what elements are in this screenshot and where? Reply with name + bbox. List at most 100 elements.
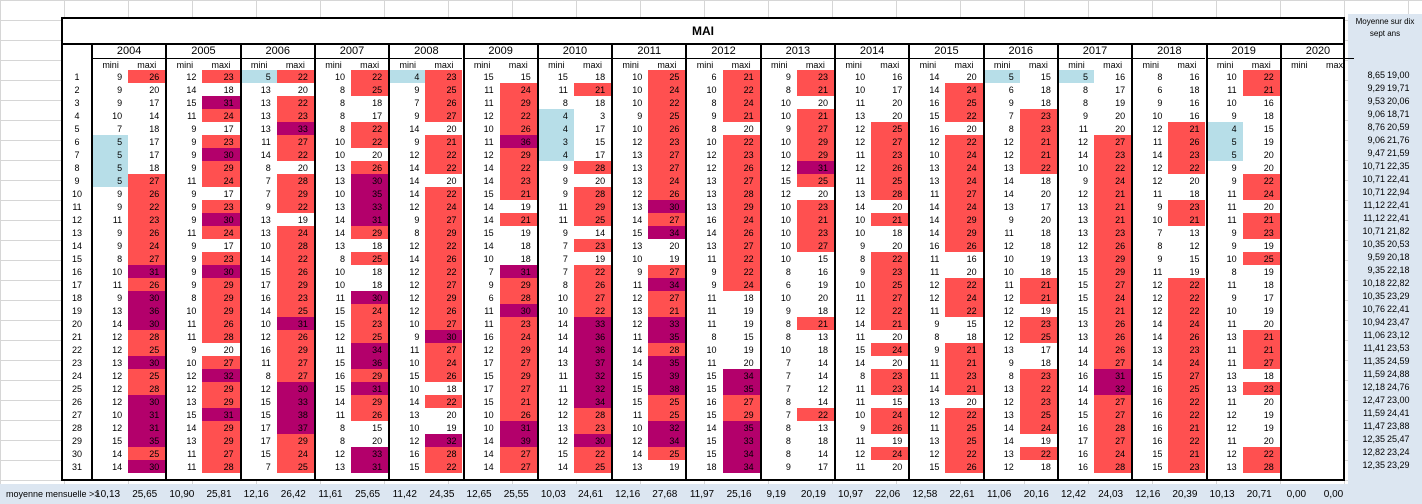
day-label: 5	[74, 123, 80, 134]
mini-cell: 8	[340, 422, 346, 433]
mini-cell: 10	[1226, 305, 1237, 316]
maxi-cell: 27	[425, 343, 463, 356]
mini-cell: 15	[1078, 409, 1089, 420]
mini-cell: 9	[191, 136, 197, 147]
maxi-cell: 21	[945, 382, 983, 395]
average-maxi-cell: 23,53	[1387, 342, 1410, 353]
maxi-cell: 18	[1189, 84, 1200, 95]
maxi-cell: 28	[1094, 460, 1132, 473]
maxi-cell: 26	[202, 317, 240, 330]
maxi-cell: 33	[276, 122, 314, 135]
mini-cell: 13	[186, 396, 197, 407]
mini-cell: 9	[711, 279, 717, 290]
maxi-cell: 21	[499, 395, 537, 408]
maxi-cell: 27	[1094, 434, 1132, 447]
maxi-cell: 26	[499, 122, 537, 135]
maxi-cell: 18	[223, 84, 234, 95]
mini-cell: 5	[984, 70, 1020, 83]
maxi-cell: 33	[276, 395, 314, 408]
mini-cell: 9	[934, 344, 940, 355]
maxi-cell: 14	[595, 227, 606, 238]
maxi-cell: 23	[796, 226, 834, 239]
mini-cell	[1282, 70, 1317, 83]
mini-cell: 12	[1003, 136, 1014, 147]
mini-cell: 14	[1152, 331, 1163, 342]
mini-cell: 15	[557, 71, 568, 82]
mini-cell: 8	[414, 227, 420, 238]
maxi-cell: 19	[1263, 422, 1274, 433]
mini-cell: 13	[632, 305, 643, 316]
maxi-cell: 24	[722, 96, 760, 109]
maxi-cell: 26	[945, 460, 983, 473]
average-maxi-cell: 22,41	[1387, 173, 1410, 184]
mini-cell: 14	[409, 396, 420, 407]
monthly-average-row: moyenne mensuelle >>	[0, 484, 1422, 504]
mini-cell: 11	[335, 344, 346, 355]
maxi-cell: 28	[573, 408, 612, 421]
maxi-cell: 27	[425, 213, 463, 226]
maxi-cell: 23	[351, 317, 389, 330]
mini-cell: 12	[632, 292, 643, 303]
maxi-cell: 16	[966, 253, 977, 264]
average-maxi-cell: 22,94	[1387, 186, 1410, 197]
mini-cell: 12	[780, 188, 791, 199]
maxi-cell: 22	[276, 252, 314, 265]
maxi-cell: 29	[276, 434, 314, 447]
mini-cell: 16	[1078, 461, 1089, 472]
maxi-cell: 31	[128, 421, 166, 434]
mini-cell: 10	[632, 253, 643, 264]
maxi-cell: 31	[1094, 369, 1132, 382]
maxi-cell: 22	[425, 161, 463, 174]
average-mini-cell: 9,06	[1367, 108, 1385, 119]
mini-cell: 15	[632, 370, 643, 381]
mini-cell: 12	[112, 344, 123, 355]
average-maxi-cell: 20,18	[1387, 251, 1410, 262]
mini-cell: 7	[785, 357, 791, 368]
maxi-header: maxi	[1028, 59, 1048, 70]
maxi-cell: 29	[796, 148, 834, 161]
mini-cell: 12	[632, 136, 643, 147]
mini-cell: 9	[191, 123, 197, 134]
maxi-cell: 22	[499, 161, 537, 174]
mini-cell: 12	[1003, 461, 1014, 472]
mini-cell: 15	[706, 409, 717, 420]
year-header: 2015	[908, 43, 983, 59]
mini-cell: 15	[483, 188, 494, 199]
mini-cell: 11	[930, 357, 940, 368]
mini-cell: 15	[632, 396, 643, 407]
mini-cell: 7	[414, 97, 420, 108]
maxi-cell: 22	[1242, 70, 1280, 83]
maxi-cell: 23	[1019, 109, 1057, 122]
maxi-cell: 22	[1242, 174, 1280, 187]
maxi-cell: 27	[499, 356, 537, 369]
mini-cell	[1282, 395, 1317, 408]
maxi-cell: 22	[425, 265, 463, 278]
maxi-cell: 25	[945, 96, 983, 109]
mini-cell: 7	[117, 123, 123, 134]
maxi-cell: 18	[1263, 110, 1274, 121]
maxi-cell: 21	[945, 356, 983, 369]
mini-cell: 13	[1003, 383, 1014, 394]
maxi-header: maxi	[285, 59, 305, 70]
mini-cell: 13	[632, 461, 643, 472]
maxi-cell: 18	[149, 162, 160, 173]
maxi-cell: 21	[499, 187, 537, 200]
day-label: 23	[71, 357, 82, 368]
maxi-cell: 26	[1168, 330, 1206, 343]
mini-cell: 13	[112, 357, 123, 368]
mini-cell: 8	[1231, 266, 1237, 277]
maxi-cell: 20	[446, 409, 457, 420]
mini-cell: 8	[265, 162, 271, 173]
maxi-cell: 31	[202, 408, 240, 421]
mini-cell: 9	[1157, 253, 1163, 264]
mini-cell: 9	[1008, 357, 1014, 368]
mini-cell: 10	[855, 279, 866, 290]
maxi-cell: 27	[648, 265, 686, 278]
maxi-cell: 18	[446, 383, 457, 394]
mini-cell: 9	[637, 266, 643, 277]
maxi-cell: 23	[1094, 226, 1132, 239]
mini-cell: 10	[409, 318, 420, 329]
maxi-cell: 32	[573, 369, 612, 382]
maxi-cell: 20	[817, 188, 828, 199]
mini-cell: 15	[483, 396, 494, 407]
